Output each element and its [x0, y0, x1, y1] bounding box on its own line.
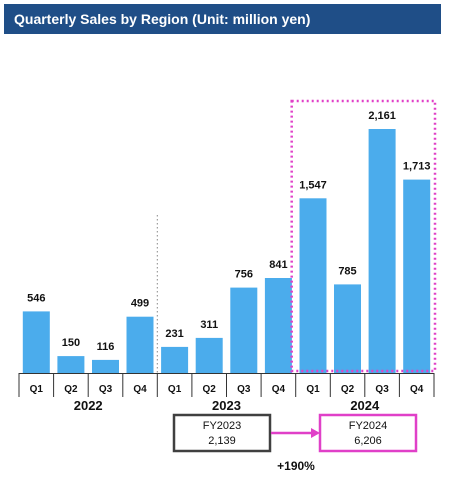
value-label: 1,547 [299, 179, 327, 191]
value-label: 841 [269, 259, 287, 271]
bar-2022-Q3 [92, 359, 119, 373]
quarter-tick-label: Q3 [375, 384, 389, 395]
value-label: 1,713 [403, 161, 431, 173]
growth-arrow-head [311, 428, 320, 438]
value-label: 785 [338, 265, 356, 277]
quarter-tick-label: Q4 [410, 384, 424, 395]
fy2023-value: 2,139 [208, 435, 236, 447]
chart-title: Quarterly Sales by Region (Unit: million… [4, 4, 441, 34]
quarter-tick-label: Q1 [30, 384, 44, 395]
fy2024-box [318, 413, 418, 453]
value-label: 756 [235, 269, 253, 281]
quarter-tick-label: Q2 [203, 384, 217, 395]
bar-2024-Q3 [368, 129, 396, 373]
quarter-tick-label: Q2 [341, 384, 355, 395]
quarter-tick-label: Q4 [133, 384, 147, 395]
axis-group: Q1 Q2 Q3 Q4 2022 Q1 Q2 Q3 Q4 2023 Q1 Q2 Q3 Q4 2024 [18, 99, 437, 413]
bar-2024-Q2 [334, 284, 361, 373]
fy2023-label: FY2023 [203, 420, 242, 432]
bar-2022-Q4 [126, 316, 154, 373]
bar-2023-Q3 [230, 287, 258, 373]
value-label: 116 [97, 341, 115, 353]
value-label: 150 [62, 337, 80, 349]
quarter-tick-label: Q4 [272, 384, 286, 395]
fy2024-value: 6,206 [354, 435, 382, 447]
growth-label: +190% [277, 459, 315, 473]
quarter-tick-label: Q3 [237, 384, 251, 395]
fy2023-box [172, 413, 272, 453]
bar-2023-Q4 [264, 278, 292, 373]
quarter-tick-label: Q1 [168, 384, 182, 395]
value-label: 499 [131, 298, 149, 310]
quarter-tick-label: Q3 [99, 384, 113, 395]
quarter-tick-label: Q2 [64, 384, 78, 395]
highlight-2024-box [290, 99, 437, 373]
value-label: 546 [27, 292, 45, 304]
bar-2022-Q1 [22, 311, 50, 373]
fy2024-label: FY2024 [349, 420, 388, 432]
bar-2023-Q1 [161, 346, 189, 373]
bar-2024-Q1 [299, 198, 327, 373]
year-label: 2022 [74, 398, 103, 413]
bar-2023-Q2 [195, 337, 223, 373]
year-label: 2023 [212, 398, 241, 413]
annotations-group: FY2023 2,139 FY2024 6,206 +190% [172, 413, 418, 473]
value-label: 311 [200, 319, 218, 331]
value-label: 231 [165, 328, 183, 340]
value-label: 2,161 [368, 110, 396, 122]
quarter-tick-label: Q1 [306, 384, 320, 395]
bar-2024-Q4 [403, 179, 431, 373]
bars-group: 546 150 116 499 231 311 756 841 1,547 785 2,161 1,7… [22, 110, 431, 373]
bar-2022-Q2 [57, 356, 85, 373]
year-label: 2024 [350, 398, 380, 413]
